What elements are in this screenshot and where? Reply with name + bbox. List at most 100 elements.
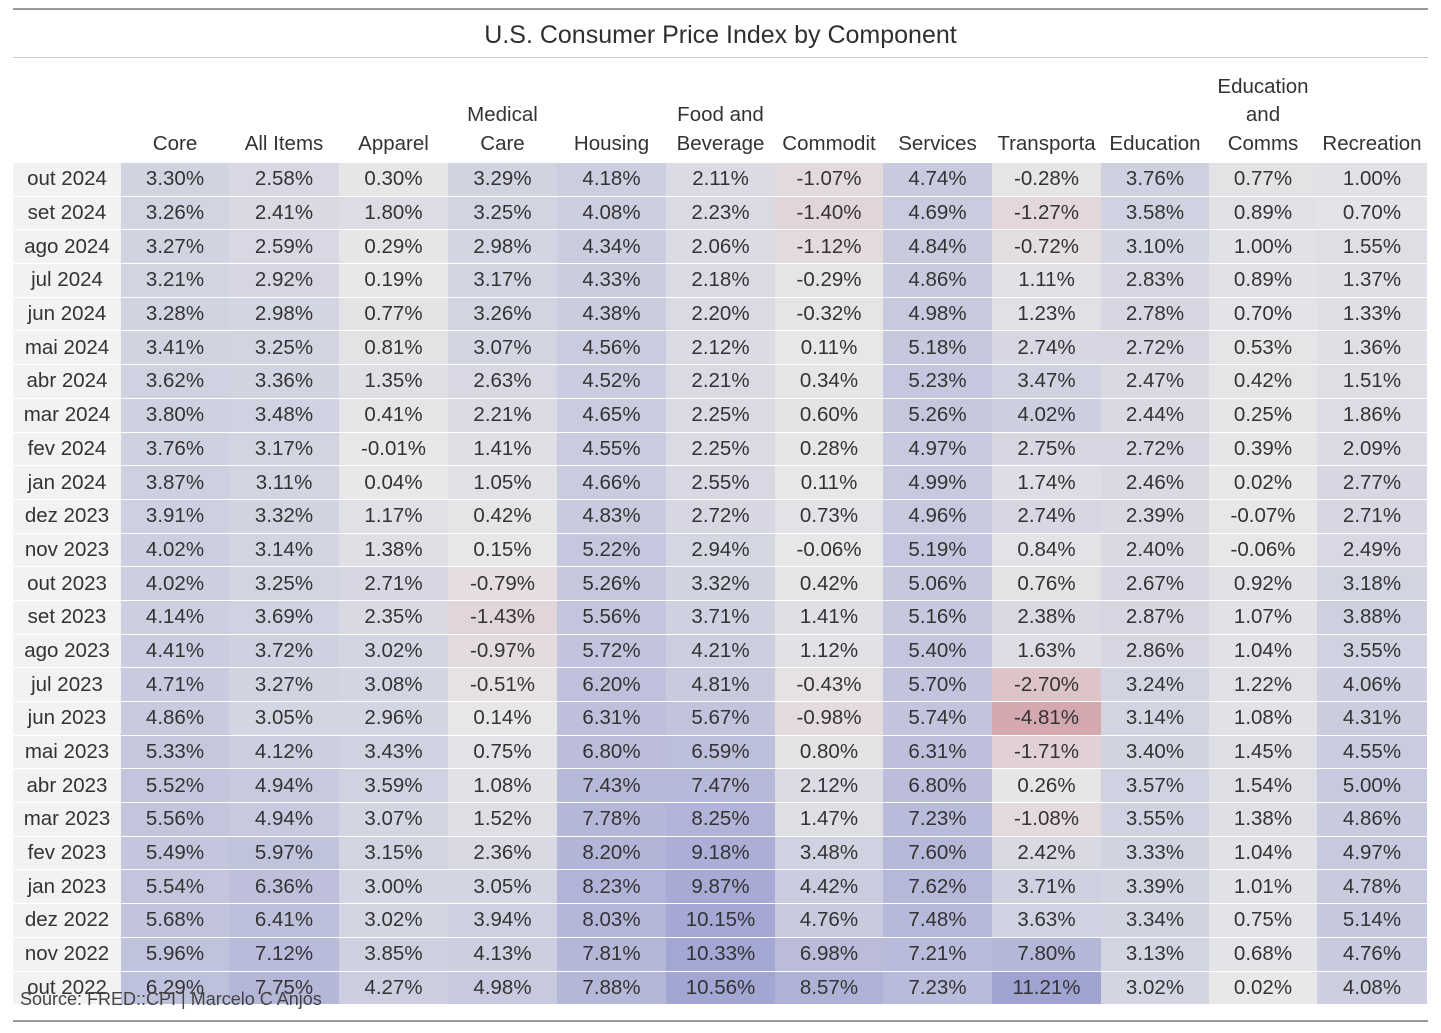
value-cell: 2.63%	[448, 364, 557, 399]
value-cell: 5.26%	[557, 566, 666, 601]
value-cell: 3.63%	[992, 903, 1101, 938]
value-cell: 3.13%	[1101, 936, 1209, 971]
value-cell: 4.94%	[229, 802, 339, 837]
value-cell: 7.43%	[557, 768, 666, 803]
column-header: Education and Comms	[1217, 74, 1309, 155]
value-cell: -0.97%	[448, 633, 557, 668]
row-date: fev 2023	[13, 835, 121, 870]
value-cell: 3.76%	[121, 431, 229, 466]
value-cell: 2.25%	[666, 431, 775, 466]
value-cell: 3.07%	[339, 802, 448, 837]
value-cell: 1.80%	[339, 195, 448, 230]
value-cell: 5.96%	[121, 936, 229, 971]
row-date: fev 2024	[13, 431, 121, 466]
row-date: set 2023	[13, 599, 121, 635]
value-cell: 1.63%	[992, 633, 1101, 668]
value-cell: 4.13%	[448, 936, 557, 971]
table-row: out 2022 6.29% 7.75% 4.27% 4.98% 7.88% 10.56% 8…	[13, 970, 1427, 1005]
value-cell: 1.01%	[1209, 869, 1317, 904]
row-date: abr 2024	[13, 364, 121, 399]
value-cell: 3.94%	[448, 903, 557, 938]
column-header: Core	[152, 131, 198, 155]
row-date: ago 2023	[13, 633, 121, 668]
value-cell: 7.88%	[557, 970, 666, 1005]
value-cell: 0.73%	[775, 498, 883, 534]
value-cell: 3.55%	[1101, 802, 1209, 837]
value-cell: 5.33%	[121, 734, 229, 769]
value-cell: 4.12%	[229, 734, 339, 769]
value-cell: 2.98%	[448, 229, 557, 264]
value-cell: -0.79%	[448, 566, 557, 601]
value-cell: -1.27%	[992, 195, 1101, 230]
value-cell: -0.98%	[775, 701, 883, 736]
value-cell: 8.57%	[775, 970, 883, 1005]
value-cell: 0.19%	[339, 263, 448, 298]
value-cell: 3.26%	[448, 296, 557, 331]
value-cell: 6.80%	[557, 734, 666, 769]
value-cell: 7.80%	[992, 936, 1101, 971]
value-cell: 1.38%	[1209, 802, 1317, 837]
value-cell: 3.18%	[1317, 566, 1427, 601]
value-cell: 2.86%	[1101, 633, 1209, 668]
value-cell: 4.33%	[557, 263, 666, 298]
value-cell: 4.41%	[121, 633, 229, 668]
value-cell: 4.99%	[883, 465, 992, 500]
value-cell: 0.26%	[992, 768, 1101, 803]
value-cell: 11.21%	[992, 970, 1101, 1005]
value-cell: 2.12%	[666, 330, 775, 365]
value-cell: 0.60%	[775, 397, 883, 432]
value-cell: 0.75%	[448, 734, 557, 769]
value-cell: 3.71%	[992, 869, 1101, 904]
value-cell: 0.39%	[1209, 431, 1317, 466]
value-cell: 1.08%	[448, 768, 557, 803]
value-cell: 0.15%	[448, 532, 557, 567]
column-header: Food and Beverage	[676, 103, 765, 155]
value-cell: 0.92%	[1209, 566, 1317, 601]
value-cell: 0.70%	[1317, 195, 1427, 230]
value-cell: 1.86%	[1317, 397, 1427, 432]
value-cell: 4.96%	[883, 498, 992, 534]
row-date: jan 2024	[13, 465, 121, 500]
value-cell: 7.48%	[883, 903, 992, 938]
value-cell: -0.06%	[775, 532, 883, 567]
value-cell: 4.81%	[666, 667, 775, 702]
value-cell: 2.78%	[1101, 296, 1209, 331]
value-cell: 3.02%	[339, 633, 448, 668]
value-cell: 8.23%	[557, 869, 666, 904]
value-cell: 2.21%	[666, 364, 775, 399]
value-cell: -1.08%	[992, 802, 1101, 837]
value-cell: 3.29%	[448, 162, 557, 197]
value-cell: 5.72%	[557, 633, 666, 668]
value-cell: 3.39%	[1101, 869, 1209, 904]
value-cell: 7.75%	[229, 970, 339, 1005]
value-cell: 5.52%	[121, 768, 229, 803]
value-cell: 4.31%	[1317, 701, 1427, 736]
title-rule	[13, 57, 1428, 58]
value-cell: 2.98%	[229, 296, 339, 331]
row-date: abr 2023	[13, 768, 121, 803]
value-cell: 4.71%	[121, 667, 229, 702]
row-date: nov 2022	[13, 936, 121, 971]
value-cell: 5.54%	[121, 869, 229, 904]
value-cell: 3.91%	[121, 498, 229, 534]
row-date: out 2023	[13, 566, 121, 601]
value-cell: 0.70%	[1209, 296, 1317, 331]
value-cell: 4.86%	[1317, 802, 1427, 837]
value-cell: 4.84%	[883, 229, 992, 264]
table-row: dez 2022 5.68% 6.41% 3.02% 3.94% 8.03% 10.15% 4…	[13, 903, 1427, 938]
value-cell: 3.69%	[229, 599, 339, 635]
value-cell: 2.20%	[666, 296, 775, 331]
value-cell: 2.75%	[992, 431, 1101, 466]
value-cell: 5.22%	[557, 532, 666, 567]
value-cell: 0.81%	[339, 330, 448, 365]
table-row: mar 2024 3.80% 3.48% 0.41% 2.21% 4.65% 2.25% 0.…	[13, 397, 1427, 432]
value-cell: 4.98%	[448, 970, 557, 1005]
value-cell: 2.41%	[229, 195, 339, 230]
value-cell: 8.03%	[557, 903, 666, 938]
value-cell: 0.28%	[775, 431, 883, 466]
value-cell: 3.41%	[121, 330, 229, 365]
value-cell: 2.35%	[339, 599, 448, 635]
value-cell: 0.42%	[448, 498, 557, 534]
value-cell: 4.55%	[1317, 734, 1427, 769]
value-cell: 5.23%	[883, 364, 992, 399]
